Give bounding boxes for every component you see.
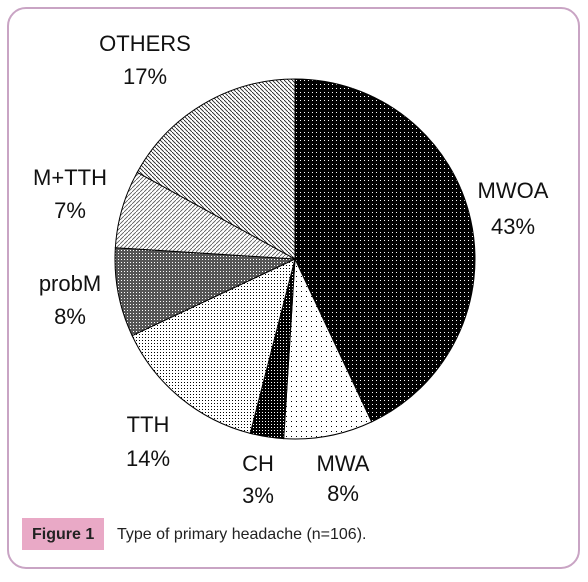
category-label: CH	[242, 451, 274, 476]
value-label: 3%	[242, 483, 274, 508]
category-label: MWOA	[478, 178, 549, 203]
pie-slice	[131, 258, 296, 434]
value-label: 14%	[126, 446, 170, 471]
caption-label-box	[22, 518, 104, 550]
caption-label: Figure 1	[32, 526, 94, 543]
category-label: OTHERS	[99, 31, 191, 56]
pie-slice	[294, 78, 476, 423]
caption: Type of primary headache (n=106).	[117, 526, 366, 543]
category-label: MWA	[317, 451, 370, 476]
value-label: 7%	[54, 198, 86, 223]
value-label: 43%	[491, 214, 535, 239]
category-label: TTH	[127, 412, 170, 437]
value-label: 8%	[54, 304, 86, 329]
pie	[114, 78, 476, 440]
pie-slice	[136, 78, 296, 260]
pie-slice	[283, 258, 373, 440]
pie-slice	[114, 247, 296, 337]
category-label: M+TTH	[33, 165, 107, 190]
value-label: 17%	[123, 64, 167, 89]
category-label: probM	[39, 271, 101, 296]
value-label: 8%	[327, 481, 359, 506]
